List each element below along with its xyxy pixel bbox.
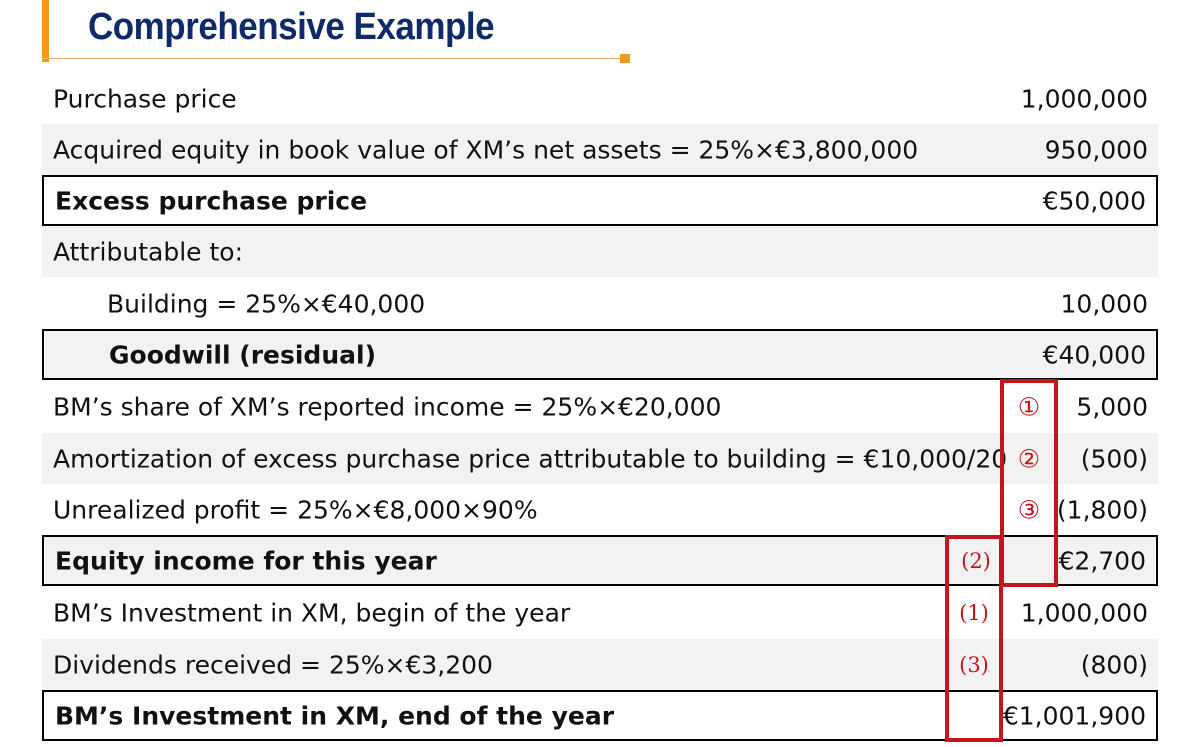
table-row-equity-income: Equity income for this year (2) €2,700 — [42, 535, 1158, 586]
red-highlight-box-investment-steps — [945, 535, 1003, 742]
row-label: Amortization of excess purchase price at… — [53, 444, 1008, 473]
row-label: Equity income for this year — [55, 546, 437, 575]
step-marker: (2) — [961, 548, 991, 573]
table-row-unrealized-profit: Unrealized profit = 25%×€8,000×90% ③ (1,… — [42, 484, 1158, 535]
row-label: Dividends received = 25%×€3,200 — [53, 650, 493, 679]
table-row-acquired-equity: Acquired equity in book value of XM’s ne… — [42, 124, 1158, 175]
table-row-investment-begin: BM’s Investment in XM, begin of the year… — [42, 587, 1158, 638]
step-marker: (1) — [959, 600, 989, 625]
row-value: (800) — [1080, 650, 1148, 679]
row-label: Unrealized profit = 25%×€8,000×90% — [53, 495, 538, 524]
row-value: 950,000 — [1044, 135, 1148, 164]
row-label: BM’s share of XM’s reported income = 25%… — [53, 392, 722, 421]
title-accent-bar — [42, 0, 49, 62]
title-underline-dot — [620, 54, 630, 63]
row-label: BM’s Investment in XM, end of the year — [55, 701, 615, 730]
row-value: €2,700 — [1058, 546, 1146, 575]
row-label: Excess purchase price — [55, 186, 368, 215]
row-value: 10,000 — [1060, 289, 1148, 318]
row-value: €1,001,900 — [1002, 701, 1146, 730]
table-row-goodwill: Goodwill (residual) €40,000 — [42, 329, 1158, 380]
row-value: (500) — [1080, 444, 1148, 473]
table-row-dividends: Dividends received = 25%×€3,200 (3) (800… — [42, 639, 1158, 690]
step-marker: ② — [1017, 444, 1041, 473]
row-value: (1,800) — [1056, 495, 1148, 524]
title-underline — [42, 58, 630, 59]
row-label: Acquired equity in book value of XM’s ne… — [53, 135, 919, 164]
row-value: €50,000 — [1042, 186, 1146, 215]
table-row-excess-purchase-price: Excess purchase price €50,000 — [42, 175, 1158, 226]
row-label: Building = 25%×€40,000 — [107, 289, 426, 318]
row-value: 1,000,000 — [1020, 84, 1148, 113]
table-row-amortization: Amortization of excess purchase price at… — [42, 433, 1158, 484]
row-label: BM’s Investment in XM, begin of the year — [53, 598, 571, 627]
row-label: Goodwill (residual) — [109, 340, 376, 369]
red-highlight-box-income-steps — [1000, 379, 1058, 587]
table-row-investment-end: BM’s Investment in XM, end of the year €… — [42, 690, 1158, 741]
table-row-attributable-to: Attributable to: — [42, 226, 1158, 277]
row-label: Attributable to: — [53, 237, 243, 266]
step-marker: ③ — [1017, 495, 1041, 524]
row-value: €40,000 — [1042, 340, 1146, 369]
table-row-share-of-income: BM’s share of XM’s reported income = 25%… — [42, 381, 1158, 432]
step-marker: (3) — [959, 652, 989, 677]
table-row-purchase-price: Purchase price 1,000,000 — [42, 73, 1158, 124]
step-marker: ① — [1017, 392, 1041, 421]
table-row-building: Building = 25%×€40,000 10,000 — [42, 278, 1158, 329]
row-value: 1,000,000 — [1020, 598, 1148, 627]
row-label: Purchase price — [53, 84, 237, 113]
row-value: 5,000 — [1076, 392, 1148, 421]
page-title: Comprehensive Example — [88, 6, 495, 48]
